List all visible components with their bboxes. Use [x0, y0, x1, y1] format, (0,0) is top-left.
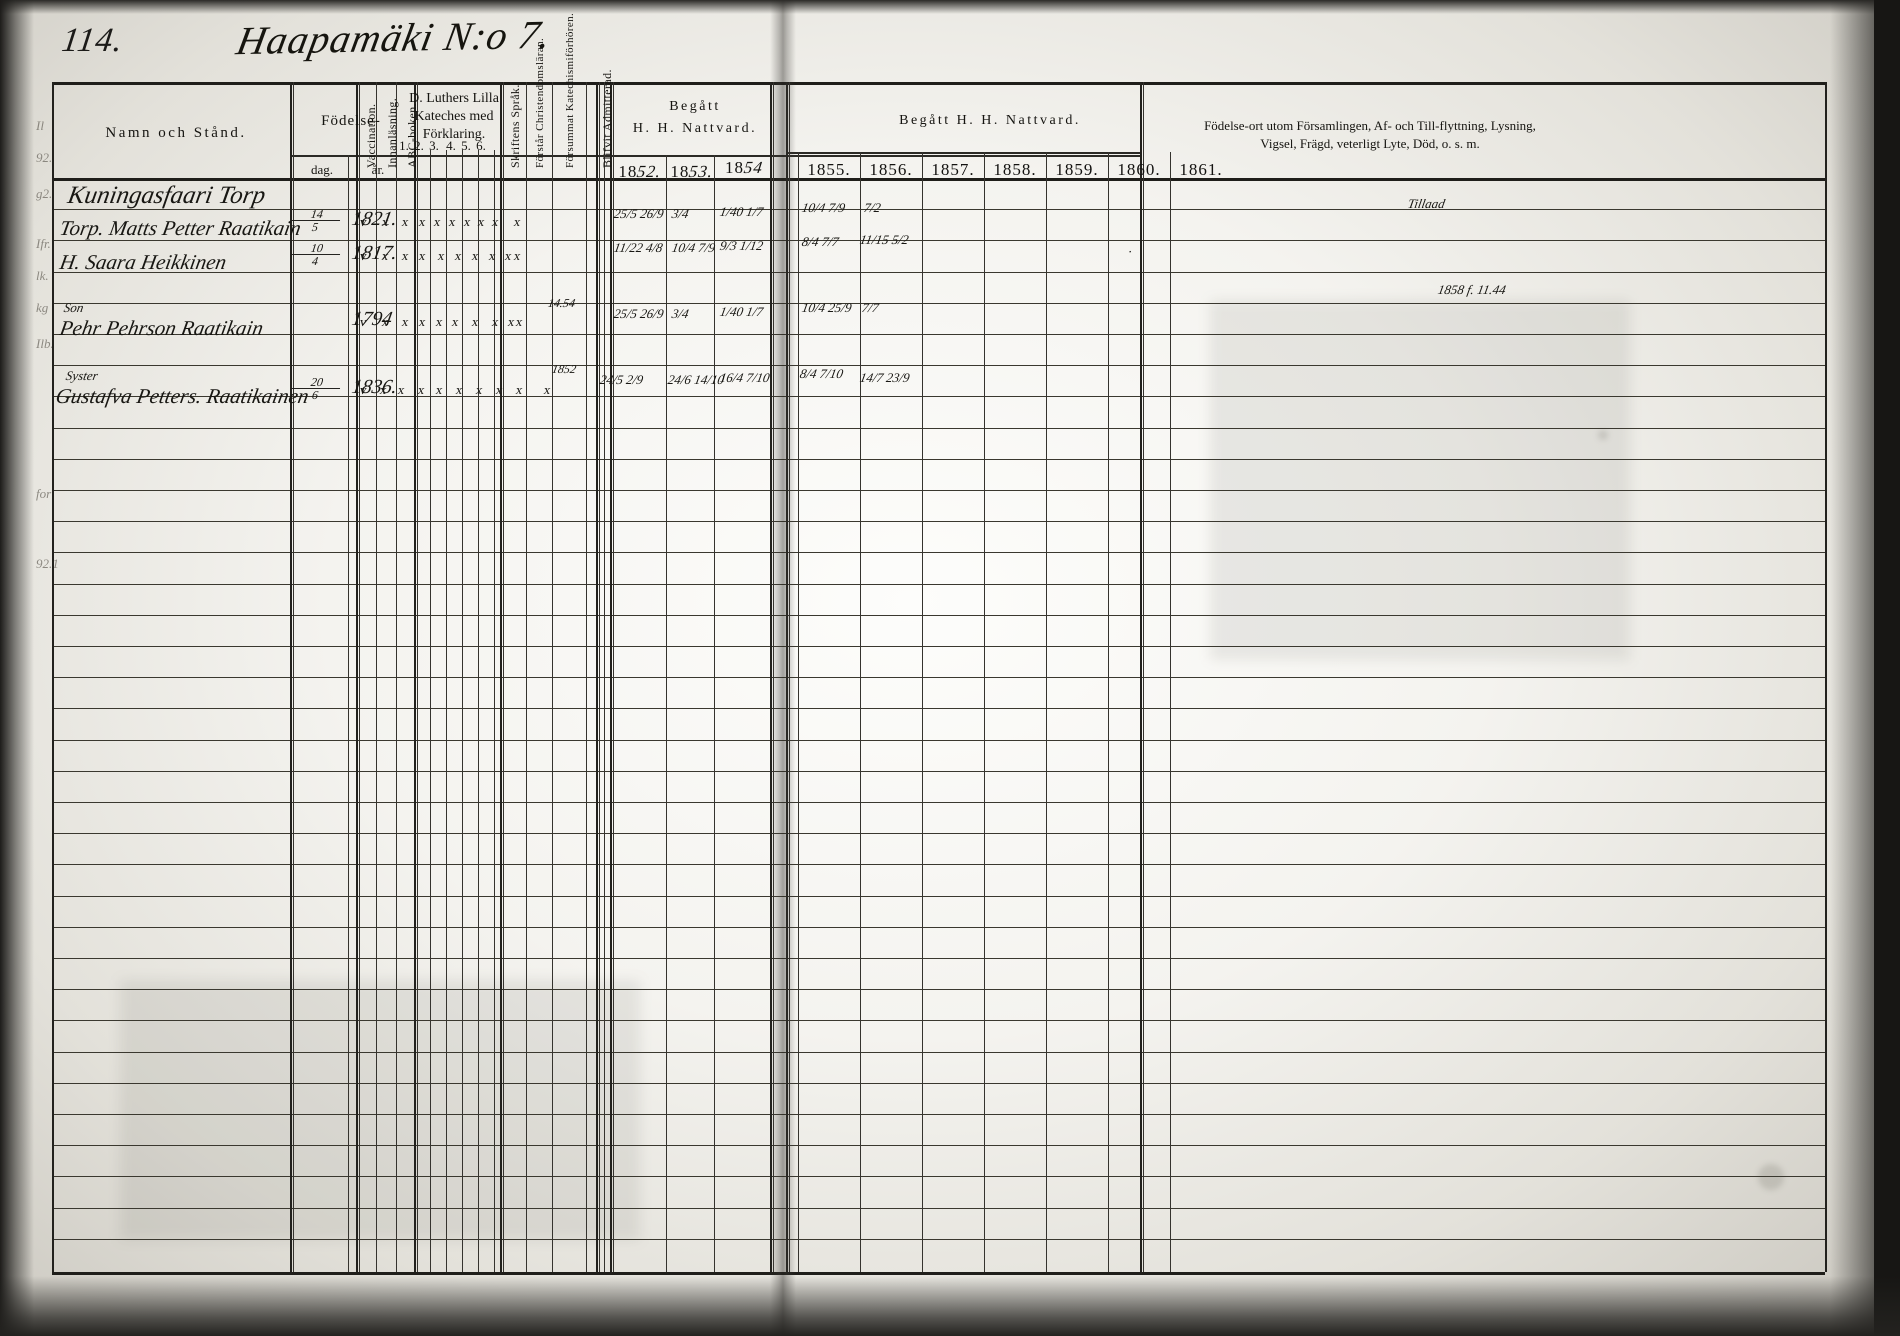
record-name-4: Gustafva Petters. Raatikainen [53, 384, 311, 408]
scan-edge-top [0, 0, 1900, 14]
record-communion-1852-3: 25/5 26/9 [612, 306, 665, 321]
scan-edge-right-black [1874, 0, 1900, 1336]
year-header-1859: 1859. [1055, 160, 1099, 179]
year-header-1858: 1858. [993, 160, 1037, 179]
record-name-2: H. Saara Heikkinen [57, 250, 229, 274]
year-header-1860: 1860. [1117, 160, 1161, 179]
header-catechism-num-4: 4. [446, 138, 456, 153]
header-catechism-num-1: 1. [399, 138, 409, 153]
record-communion-1854-2: 9/3 1/12 [718, 238, 765, 253]
header-birth-year: år. [371, 162, 385, 177]
record-note-1: Tillaad [1406, 196, 1447, 211]
header-forsummat-katechismiforhoren: Försummat Katechismiförhören. [564, 12, 576, 168]
record-note-3: 1858 f. 11.44 [1436, 282, 1508, 297]
year-header-1861: 1861. [1179, 160, 1223, 179]
record-birthyear-2: 1817. [350, 242, 400, 264]
record-birthdate-1: 14 5 [290, 207, 342, 234]
margin-stub: Ilb. [36, 336, 54, 351]
header-communion-left-line1: Begått [669, 99, 721, 114]
margin-stub: g2. [36, 186, 53, 201]
birth-day-den: 5 [311, 220, 320, 234]
header-catechism-num-6: 6. [476, 138, 486, 153]
record-communion-1853-3: 3/4 [670, 306, 691, 321]
header-notes-line2: Vigsel, Frägd, veterligt Lyte, Död, o. s… [1260, 136, 1480, 151]
year-printed-prefix: 18 [670, 162, 690, 181]
header-catechism-line2: Kateches med [414, 109, 494, 124]
scan-edge-bottom [0, 1276, 1900, 1336]
record-name-3: Pehr Pehrson Raatikain [57, 316, 266, 340]
header-birth-group: Födelse- [321, 113, 381, 129]
record-communion-1855-4: 8/4 7/10 [798, 366, 845, 381]
record-neglected-3: 14.54 [546, 296, 577, 310]
header-communion-right: Begått H. H. Nattvard. [899, 113, 1081, 128]
record-communion-1856-4: 14/7 23/9 [858, 370, 911, 385]
margin-stub: kg [36, 300, 49, 315]
record-communion-1853-4: 24/6 14/10 [666, 372, 726, 387]
margin-stub: 92. [36, 150, 53, 165]
margin-stub: Ifr. [36, 236, 51, 251]
year-hand-suffix: 52. [636, 162, 664, 181]
record-farm-heading: Kuningasfaari Torp [65, 182, 268, 209]
year-header-1853: 1853. [666, 162, 718, 182]
record-communion-1856-1: 7/2 [862, 200, 883, 215]
record-communion-1855-1: 10/4 7/9 [800, 200, 847, 215]
year-header-1857: 1857. [931, 160, 975, 179]
header-innanlasning: Innanläsning. [385, 97, 399, 168]
header-catechism-line3: Förklaring. [422, 127, 486, 142]
header-communion-left-line2: H. H. Nattvard. [632, 121, 758, 136]
record-birthdate-2: 10 4 [290, 241, 342, 268]
record-communion-1853-1: 3/4 [670, 206, 691, 221]
margin-stub: for [36, 486, 52, 501]
record-prefix-4: Syster [64, 368, 100, 383]
record-communion-1856-3: 7/7 [860, 300, 881, 315]
margin-stub: Il [36, 118, 44, 133]
header-catechism-num-5: 5. [461, 138, 471, 153]
record-communion-1852-1: 25/5 26/9 [612, 206, 665, 221]
birth-day-den: 4 [311, 254, 320, 268]
margin-stub: 92.1 [36, 556, 59, 571]
year-hand-suffix: 53. [688, 162, 716, 181]
record-admitted-4: 1852 [550, 362, 578, 376]
year-printed-prefix: 18 [725, 158, 744, 177]
record-communion-1856-2: 11/15 5/2 [858, 232, 910, 247]
record-name-1: Torp. Matts Petter Raatikain [57, 216, 303, 240]
header-vaccination: Vaccination. [364, 103, 378, 168]
header-name-stand: Namn och Stånd. [105, 125, 247, 141]
year-header-1854: 1854 [716, 158, 772, 178]
record-communion-1853-2: 10/4 7/9 [670, 240, 717, 255]
header-skriftens-sprak: Skriftens Språk. [508, 84, 522, 168]
record-communion-1855-2: 8/4 7/7 [800, 234, 840, 249]
record-birthyear-1: 1821. [350, 208, 400, 230]
record-communion-1854-4: 16/4 7/10 [718, 370, 771, 385]
record-birthdate-4: 20 6 [290, 375, 342, 402]
birth-day-den: 6 [311, 388, 320, 402]
record-birthyear-4: 1836. [350, 376, 400, 398]
header-notes-line1: Födelse-ort utom Församlingen, Af- och T… [1204, 118, 1536, 133]
header-forstar-christendomslaran: Förstår Christendomsläran. [534, 37, 546, 168]
scan-edge-left [0, 0, 34, 1336]
year-header-1856: 1856. [869, 160, 913, 179]
header-catechism-num-2: 2. [414, 138, 424, 153]
header-catechism-line1: D. Luthers Lilla [409, 91, 499, 106]
record-communion-1854-1: 1/40 1/7 [718, 204, 765, 219]
header-blifvit-admitterad: Blifvit Admitterad. [600, 69, 614, 168]
record-communion-1852-2: 11/22 4/8 [612, 240, 664, 255]
record-communion-1855-3: 10/4 25/9 [800, 300, 853, 315]
year-hand-suffix: 54 [742, 158, 765, 177]
header-birth-day: dag. [310, 162, 334, 177]
record-communion-1854-3: 1/40 1/7 [718, 304, 765, 319]
year-header-1855: 1855. [807, 160, 851, 179]
page-heading: Haapamäki N:o 7. [233, 11, 556, 64]
page-number: 114. [59, 22, 126, 59]
year-printed-prefix: 18 [618, 162, 638, 181]
year-header-1852: 1852. [612, 162, 668, 182]
header-catechism-num-3: 3. [429, 138, 439, 153]
record-neglected-4: 24/5 2/9 [598, 372, 645, 387]
record-prefix-3: Son [62, 300, 85, 315]
margin-stub: lk. [36, 268, 49, 283]
